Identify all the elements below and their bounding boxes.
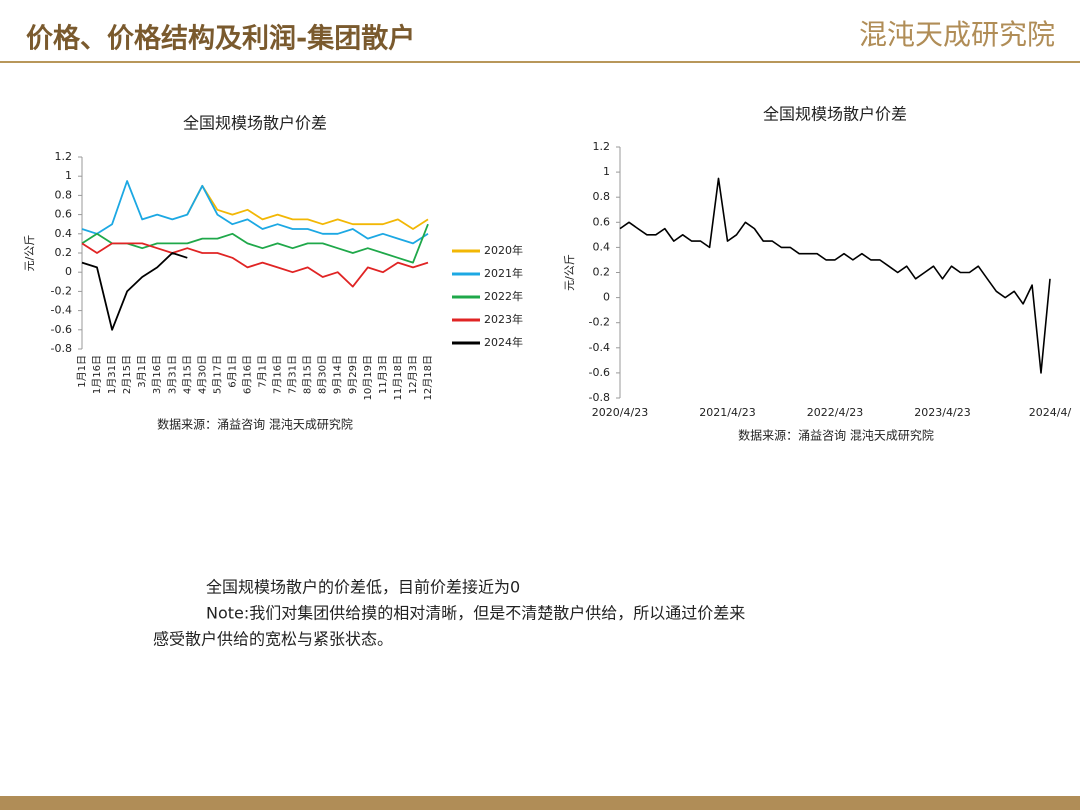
footer-bar [0,796,1080,810]
y-tick-label: 1.2 [55,150,73,163]
source-note: 数据来源：涌益咨询 混沌天成研究院 [157,417,353,432]
slide-title: 价格、价格结构及利润-集团散户 [26,23,415,55]
y-tick-label: -0.6 [589,366,610,379]
y-tick-label: 0.6 [55,208,73,221]
x-tick-label: 7月16日 [272,355,284,394]
x-tick-label: 1月31日 [106,355,118,394]
x-tick-label: 4月15日 [181,355,193,394]
body-text: 感受散户供给的宽松与紧张状态。 [153,630,393,649]
x-tick-label: 12月18日 [422,355,434,400]
x-tick-label: 12月3日 [407,355,419,394]
x-tick-label: 2023/4/23 [914,406,970,419]
y-axis-label: 元/公斤 [23,235,36,272]
series-line [81,242,429,288]
body-text: 全国规模场散户的价差低，目前价差接近为0 [206,578,520,597]
y-tick-label: 0.6 [593,215,611,228]
legend-label: 2024年 [484,335,523,349]
x-tick-label: 6月16日 [241,355,253,394]
legend-label: 2022年 [484,289,523,303]
body-text: Note:我们对集团供给摸的相对清晰，但是不清楚散户供给，所以通过价差来 [206,604,745,623]
chart-title: 全国规模场散户价差 [183,114,327,133]
y-tick-label: -0.4 [589,341,610,354]
y-tick-label: 0.8 [593,190,611,203]
y-tick-label: -0.2 [51,284,72,297]
x-tick-label: 3月1日 [136,355,148,388]
series-line [81,252,188,331]
x-tick-label: 5月17日 [211,355,223,394]
x-tick-label: 2021/4/23 [699,406,755,419]
x-tick-label: 8月15日 [302,355,314,394]
series-line [619,177,1051,374]
series-line [186,184,429,230]
x-tick-label: 10月19日 [362,355,374,400]
x-tick-label: 2月15日 [121,355,133,394]
logo: 混沌天成研究院 [859,18,1055,51]
y-tick-label: 0.4 [55,227,73,240]
x-tick-label: 11月18日 [392,355,404,400]
x-tick-label: 1月1日 [76,355,88,388]
series-line [81,223,429,264]
x-tick-label: 2020/4/23 [592,406,648,419]
y-tick-label: 0.2 [55,246,73,259]
y-tick-label: -0.4 [51,304,72,317]
y-tick-label: -0.8 [589,391,610,404]
x-tick-label: 4月30日 [196,355,208,394]
y-tick-label: 0 [603,291,610,304]
x-tick-label: 7月1日 [257,355,269,388]
y-tick-label: 0.8 [55,188,73,201]
x-tick-label: 3月16日 [151,355,163,394]
y-tick-label: 0.2 [593,266,611,279]
x-tick-label: 7月31日 [287,355,299,394]
x-tick-label: 9月14日 [332,355,344,394]
chart-title: 全国规模场散户价差 [763,105,907,124]
y-tick-label: 0 [65,265,72,278]
source-note: 数据来源：涌益咨询 混沌天成研究院 [738,428,934,443]
y-tick-label: -0.8 [51,342,72,355]
y-tick-label: 1.2 [593,140,611,153]
x-tick-label: 3月31日 [166,355,178,394]
y-tick-label: 1 [65,169,72,182]
legend-label: 2021年 [484,266,523,280]
x-tick-label: 1月16日 [91,355,103,394]
y-tick-label: -0.6 [51,323,72,336]
y-axis-label: 元/公斤 [563,254,576,291]
y-tick-label: 0.4 [593,240,611,253]
x-tick-label: 9月29日 [347,355,359,394]
y-tick-label: -0.2 [589,316,610,329]
x-tick-label: 2022/4/23 [807,406,863,419]
y-tick-label: 1 [603,165,610,178]
x-tick-label: 2024/4/ [1029,406,1072,419]
x-tick-label: 11月3日 [377,355,389,394]
legend-label: 2023年 [484,312,523,326]
series-line [81,180,429,245]
x-tick-label: 6月1日 [226,355,238,388]
legend-label: 2020年 [484,243,523,257]
x-tick-label: 8月30日 [317,355,329,394]
